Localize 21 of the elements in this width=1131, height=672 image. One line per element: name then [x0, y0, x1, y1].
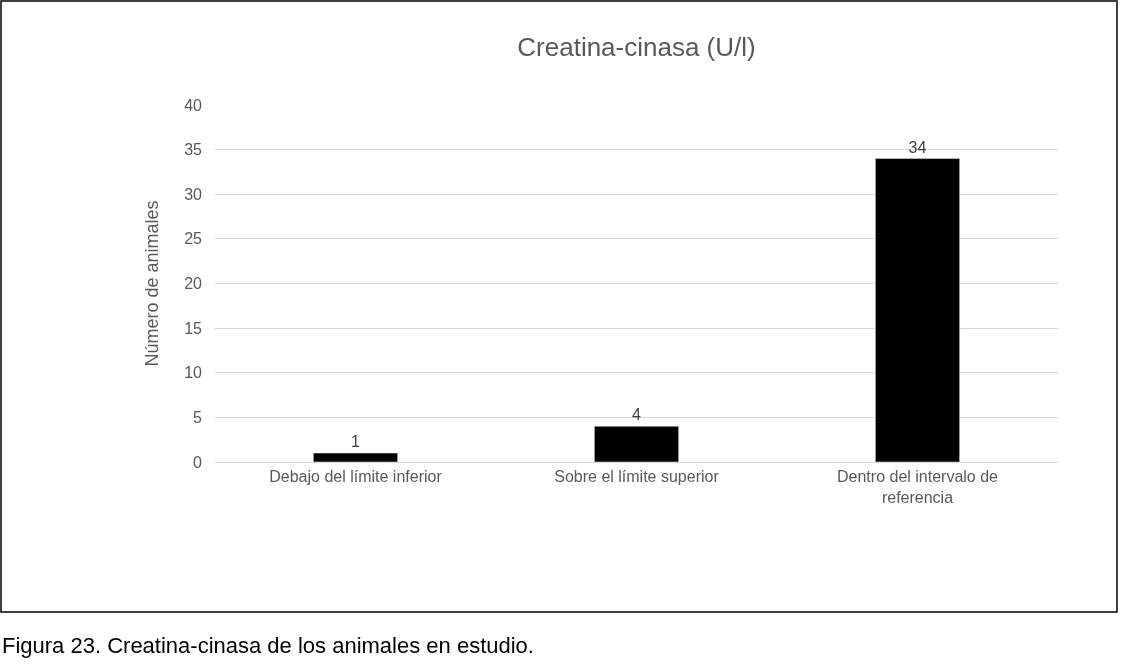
- data-label: 4: [632, 406, 641, 424]
- y-tick-label: 0: [193, 453, 203, 471]
- text: Figura 23. Creatina-cinasa de los animales en estudio.: [2, 633, 534, 658]
- bar: [594, 426, 679, 462]
- y-tick-label: 20: [184, 275, 203, 293]
- y-tick-label: 5: [193, 408, 203, 426]
- data-label: 1: [351, 433, 360, 451]
- y-tick-label: 10: [184, 364, 203, 382]
- y-tick-label: 40: [184, 96, 203, 114]
- y-tick-label: 15: [184, 319, 203, 337]
- bar: [313, 452, 398, 462]
- y-tick-label: 35: [184, 141, 203, 159]
- chart-title: Creatina-cinasa (U/l): [517, 32, 756, 63]
- y-tick-label: 30: [184, 185, 203, 203]
- y-axis-title: Número de animales: [142, 200, 163, 367]
- data-label: 34: [908, 138, 927, 156]
- x-tick-label: Dentro del intervalo de referencia: [837, 468, 999, 506]
- bar: [875, 158, 960, 462]
- x-tick-label: Sobre el límite superior: [554, 468, 720, 486]
- y-tick-label: 25: [184, 230, 203, 248]
- x-tick-label: Debajo del límite inferior: [269, 468, 443, 486]
